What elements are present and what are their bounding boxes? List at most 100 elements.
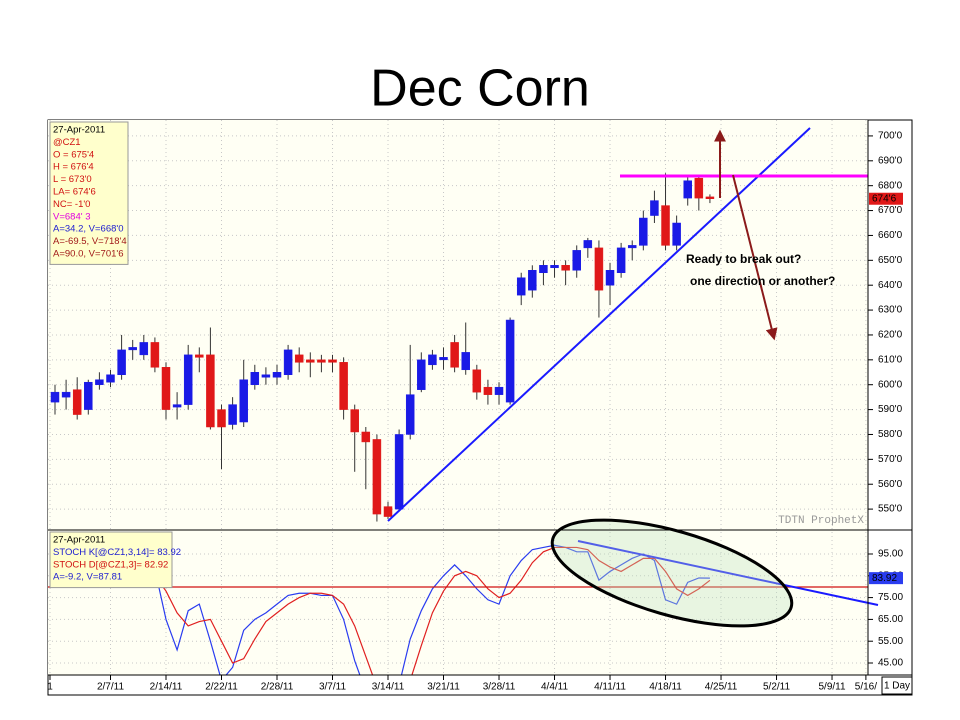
y-tick-label: 640'0 xyxy=(878,280,903,291)
y-tick-label: 600'0 xyxy=(878,379,903,390)
x-tick-label: 2/14/11 xyxy=(150,682,183,693)
candle-body xyxy=(694,177,704,199)
last-value-label: 674'6 xyxy=(872,193,897,204)
x-tick-label: 5/9/11 xyxy=(819,682,846,693)
candle-body xyxy=(528,270,537,291)
y-tick-label: 630'0 xyxy=(878,305,903,316)
candle-body xyxy=(450,342,459,368)
info-box xyxy=(49,531,173,589)
y-tick-label: 55.00 xyxy=(878,636,903,647)
info-line: 27-Apr-2011 xyxy=(53,125,105,136)
x-tick-label: 2/22/11 xyxy=(205,682,238,693)
candle-body xyxy=(283,349,293,376)
candle-body xyxy=(339,362,348,410)
candle-body xyxy=(50,391,60,403)
candle-body xyxy=(483,386,493,395)
candle-body xyxy=(650,200,659,216)
info-line: STOCH D[@CZ1,3]= 82.92 xyxy=(53,559,168,570)
candle-body xyxy=(361,431,371,443)
x-tick-label: 5/16/ xyxy=(855,682,877,693)
x-tick-label: 2/28/11 xyxy=(261,682,294,693)
info-line: A=-9.2, V=87.81 xyxy=(53,572,122,583)
x-tick-label: 5/2/11 xyxy=(763,682,790,693)
y-tick-label: 560'0 xyxy=(878,479,903,490)
interval-label: 1 Day xyxy=(884,681,910,692)
stoch-line xyxy=(154,544,710,675)
y-tick-label: 45.00 xyxy=(878,658,903,669)
candle-body xyxy=(461,352,470,371)
watermark: TDTN ProphetX xyxy=(778,515,864,527)
info-line: A=-69.5, V=718'4 xyxy=(53,236,127,247)
candle-body xyxy=(417,359,426,390)
x-tick-label: 4/25/11 xyxy=(705,682,738,693)
candle-body xyxy=(705,196,715,199)
stoch-line xyxy=(154,546,711,675)
annotation: one direction or another? xyxy=(690,274,835,288)
candle-body xyxy=(683,180,692,199)
x-tick-label: 4/4/11 xyxy=(541,682,568,693)
candle-body xyxy=(661,205,670,246)
candle-body xyxy=(250,372,260,385)
x-tick-label: 4/18/11 xyxy=(649,682,682,693)
candle-body xyxy=(539,265,548,274)
candle-body xyxy=(350,409,359,433)
y-tick-label: 650'0 xyxy=(878,255,903,266)
candle-body xyxy=(317,359,326,363)
info-line: LA= 674'6 xyxy=(53,187,96,198)
candle-body xyxy=(572,250,581,271)
x-tick-label: 1 xyxy=(47,682,53,693)
info-line: A=34.2, V=668'0 xyxy=(53,224,124,235)
price-panel xyxy=(48,120,868,530)
candle-body xyxy=(95,379,104,385)
info-line: A=90.0, V=701'6 xyxy=(53,249,124,260)
marks-layer xyxy=(50,173,715,675)
y-tick-label: 95.00 xyxy=(878,549,903,560)
info-line: L = 673'0 xyxy=(53,174,92,185)
last-value-box xyxy=(869,572,903,585)
candle-body xyxy=(61,391,71,398)
x-tick-label: 3/14/11 xyxy=(372,682,405,693)
candle-body xyxy=(195,354,204,358)
info-line: H = 676'4 xyxy=(53,162,94,173)
candle-body xyxy=(505,319,515,403)
candle-body xyxy=(161,367,171,410)
interval-box xyxy=(881,676,913,695)
candles xyxy=(50,173,715,522)
info-box xyxy=(49,121,129,265)
info-line: 27-Apr-2011 xyxy=(53,535,105,546)
candle-body xyxy=(594,247,604,291)
candle-body xyxy=(394,434,404,510)
highlight-ellipse xyxy=(550,518,794,628)
candle-body xyxy=(306,359,315,363)
candle-body xyxy=(106,374,115,383)
grid-layer xyxy=(48,120,873,675)
y-tick-label: 670'0 xyxy=(878,205,903,216)
y-tick-label: 680'0 xyxy=(878,180,903,191)
y-tick-label: 660'0 xyxy=(878,230,903,241)
candle-body xyxy=(627,245,637,249)
x-tick-label: 3/7/11 xyxy=(319,682,346,693)
candle-body xyxy=(84,381,93,410)
candle-body xyxy=(294,354,304,363)
x-tick-label: 4/11/11 xyxy=(594,682,626,693)
candle-body xyxy=(494,386,504,395)
candle-body xyxy=(472,369,482,393)
overlay-layer: 550'0 560'0 570'0 580'0 590'0 600'0 610'0 620'0… xyxy=(47,121,913,695)
x-tick-label: 3/28/11 xyxy=(483,682,516,693)
candle-body xyxy=(183,354,193,405)
candle-body xyxy=(150,342,160,368)
candle-body xyxy=(516,277,526,296)
y-tick-label: 700'0 xyxy=(878,131,903,142)
y-tick-label: 620'0 xyxy=(878,330,903,341)
candle-body xyxy=(672,222,681,246)
candle-body xyxy=(217,409,226,428)
candle-body xyxy=(228,404,237,425)
candle-body xyxy=(428,354,437,366)
y-tick-label: 75.00 xyxy=(878,592,903,603)
candle-body xyxy=(561,265,570,271)
y-tick-label: 550'0 xyxy=(878,504,903,515)
info-line: NC= -1'0 xyxy=(53,199,90,210)
candle-body xyxy=(616,247,626,274)
candle-body xyxy=(383,506,393,517)
